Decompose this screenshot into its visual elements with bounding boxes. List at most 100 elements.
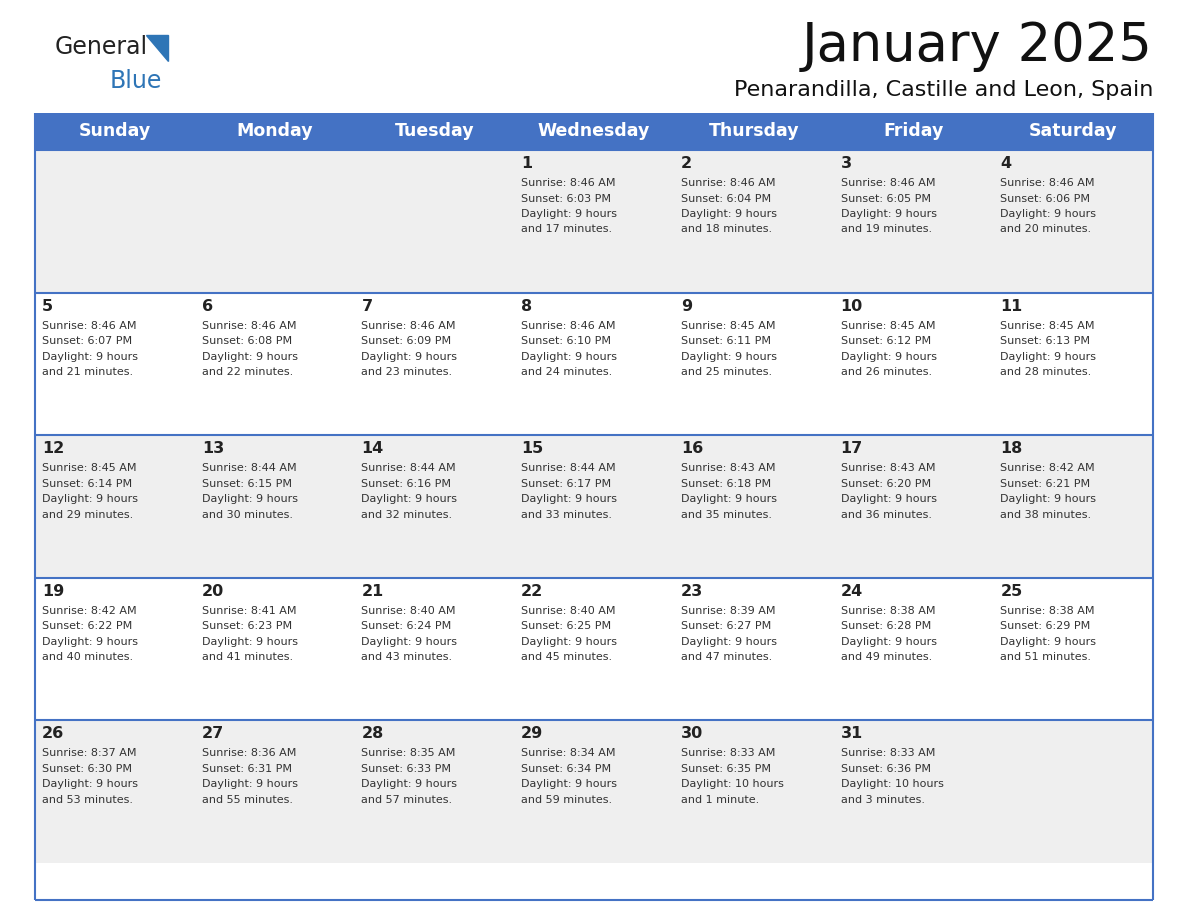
Text: 17: 17 [841,442,862,456]
Text: and 51 minutes.: and 51 minutes. [1000,653,1092,662]
Text: and 18 minutes.: and 18 minutes. [681,225,772,234]
Polygon shape [146,35,168,61]
Text: Daylight: 9 hours: Daylight: 9 hours [361,352,457,362]
Text: 7: 7 [361,298,373,314]
Text: Sunrise: 8:33 AM: Sunrise: 8:33 AM [681,748,776,758]
Text: Sunrise: 8:43 AM: Sunrise: 8:43 AM [841,464,935,473]
Bar [834,293,993,435]
Bar [34,577,195,721]
Bar [834,435,993,577]
Text: Monday: Monday [236,122,312,140]
Text: and 22 minutes.: and 22 minutes. [202,367,293,377]
Text: General: General [55,35,148,59]
Bar [514,577,674,721]
Text: 11: 11 [1000,298,1023,314]
Text: Sunset: 6:03 PM: Sunset: 6:03 PM [522,194,611,204]
Text: and 20 minutes.: and 20 minutes. [1000,225,1092,234]
Text: Sunset: 6:09 PM: Sunset: 6:09 PM [361,336,451,346]
Text: Daylight: 9 hours: Daylight: 9 hours [1000,494,1097,504]
Text: Daylight: 9 hours: Daylight: 9 hours [841,209,936,219]
Text: Sunset: 6:36 PM: Sunset: 6:36 PM [841,764,930,774]
Text: Daylight: 9 hours: Daylight: 9 hours [42,779,138,789]
Bar [993,577,1154,721]
Text: Daylight: 9 hours: Daylight: 9 hours [522,209,617,219]
Text: and 36 minutes.: and 36 minutes. [841,509,931,520]
Text: Sunrise: 8:37 AM: Sunrise: 8:37 AM [42,748,137,758]
Text: Sunrise: 8:45 AM: Sunrise: 8:45 AM [841,320,935,330]
Text: Sunday: Sunday [78,122,151,140]
Text: and 28 minutes.: and 28 minutes. [1000,367,1092,377]
Text: and 40 minutes.: and 40 minutes. [42,653,133,662]
Text: 30: 30 [681,726,703,742]
Bar [993,721,1154,863]
Text: and 25 minutes.: and 25 minutes. [681,367,772,377]
Bar [514,293,674,435]
Text: Sunset: 6:21 PM: Sunset: 6:21 PM [1000,478,1091,488]
Text: Daylight: 10 hours: Daylight: 10 hours [841,779,943,789]
Bar [674,150,834,293]
Text: and 35 minutes.: and 35 minutes. [681,509,772,520]
Text: Daylight: 9 hours: Daylight: 9 hours [681,209,777,219]
Text: 3: 3 [841,156,852,171]
Text: Sunrise: 8:43 AM: Sunrise: 8:43 AM [681,464,776,473]
Text: 8: 8 [522,298,532,314]
Bar [834,577,993,721]
Bar [34,721,195,863]
Bar [834,150,993,293]
Text: and 59 minutes.: and 59 minutes. [522,795,612,805]
Text: Sunset: 6:12 PM: Sunset: 6:12 PM [841,336,930,346]
Text: Daylight: 9 hours: Daylight: 9 hours [841,352,936,362]
Text: January 2025: January 2025 [802,20,1154,72]
Text: Sunset: 6:08 PM: Sunset: 6:08 PM [202,336,292,346]
Text: Sunrise: 8:44 AM: Sunrise: 8:44 AM [361,464,456,473]
Text: 31: 31 [841,726,862,742]
Bar [834,113,993,150]
Text: 19: 19 [42,584,64,599]
Text: Sunset: 6:18 PM: Sunset: 6:18 PM [681,478,771,488]
Bar [514,721,674,863]
Text: and 26 minutes.: and 26 minutes. [841,367,931,377]
Bar [195,113,354,150]
Text: 9: 9 [681,298,691,314]
Bar [354,113,514,150]
Text: Daylight: 9 hours: Daylight: 9 hours [522,494,617,504]
Text: Sunrise: 8:45 AM: Sunrise: 8:45 AM [1000,320,1095,330]
Text: 16: 16 [681,442,703,456]
Text: Sunrise: 8:45 AM: Sunrise: 8:45 AM [681,320,776,330]
Text: Sunrise: 8:35 AM: Sunrise: 8:35 AM [361,748,456,758]
Text: Sunset: 6:16 PM: Sunset: 6:16 PM [361,478,451,488]
Text: and 3 minutes.: and 3 minutes. [841,795,924,805]
Text: and 53 minutes.: and 53 minutes. [42,795,133,805]
Bar [354,577,514,721]
Text: Sunrise: 8:46 AM: Sunrise: 8:46 AM [42,320,137,330]
Text: Daylight: 9 hours: Daylight: 9 hours [42,494,138,504]
Bar [34,435,195,577]
Text: Daylight: 9 hours: Daylight: 9 hours [841,637,936,647]
Bar [993,293,1154,435]
Text: Wednesday: Wednesday [538,122,650,140]
Text: Sunset: 6:14 PM: Sunset: 6:14 PM [42,478,132,488]
Text: and 45 minutes.: and 45 minutes. [522,653,612,662]
Text: Daylight: 9 hours: Daylight: 9 hours [361,779,457,789]
Text: Sunrise: 8:46 AM: Sunrise: 8:46 AM [841,178,935,188]
Text: Saturday: Saturday [1029,122,1118,140]
Text: Sunrise: 8:45 AM: Sunrise: 8:45 AM [42,464,137,473]
Text: Sunset: 6:27 PM: Sunset: 6:27 PM [681,621,771,632]
Text: and 24 minutes.: and 24 minutes. [522,367,612,377]
Text: 6: 6 [202,298,213,314]
Text: Sunrise: 8:33 AM: Sunrise: 8:33 AM [841,748,935,758]
Text: Sunrise: 8:40 AM: Sunrise: 8:40 AM [361,606,456,616]
Text: Sunrise: 8:46 AM: Sunrise: 8:46 AM [361,320,456,330]
Text: Friday: Friday [883,122,943,140]
Text: 1: 1 [522,156,532,171]
Text: 2: 2 [681,156,691,171]
Text: Sunset: 6:13 PM: Sunset: 6:13 PM [1000,336,1091,346]
Text: and 43 minutes.: and 43 minutes. [361,653,453,662]
Text: Sunset: 6:28 PM: Sunset: 6:28 PM [841,621,931,632]
Bar [195,150,354,293]
Text: Sunrise: 8:46 AM: Sunrise: 8:46 AM [1000,178,1095,188]
Text: Sunrise: 8:34 AM: Sunrise: 8:34 AM [522,748,615,758]
Text: Sunrise: 8:36 AM: Sunrise: 8:36 AM [202,748,296,758]
Bar [514,113,674,150]
Text: and 1 minute.: and 1 minute. [681,795,759,805]
